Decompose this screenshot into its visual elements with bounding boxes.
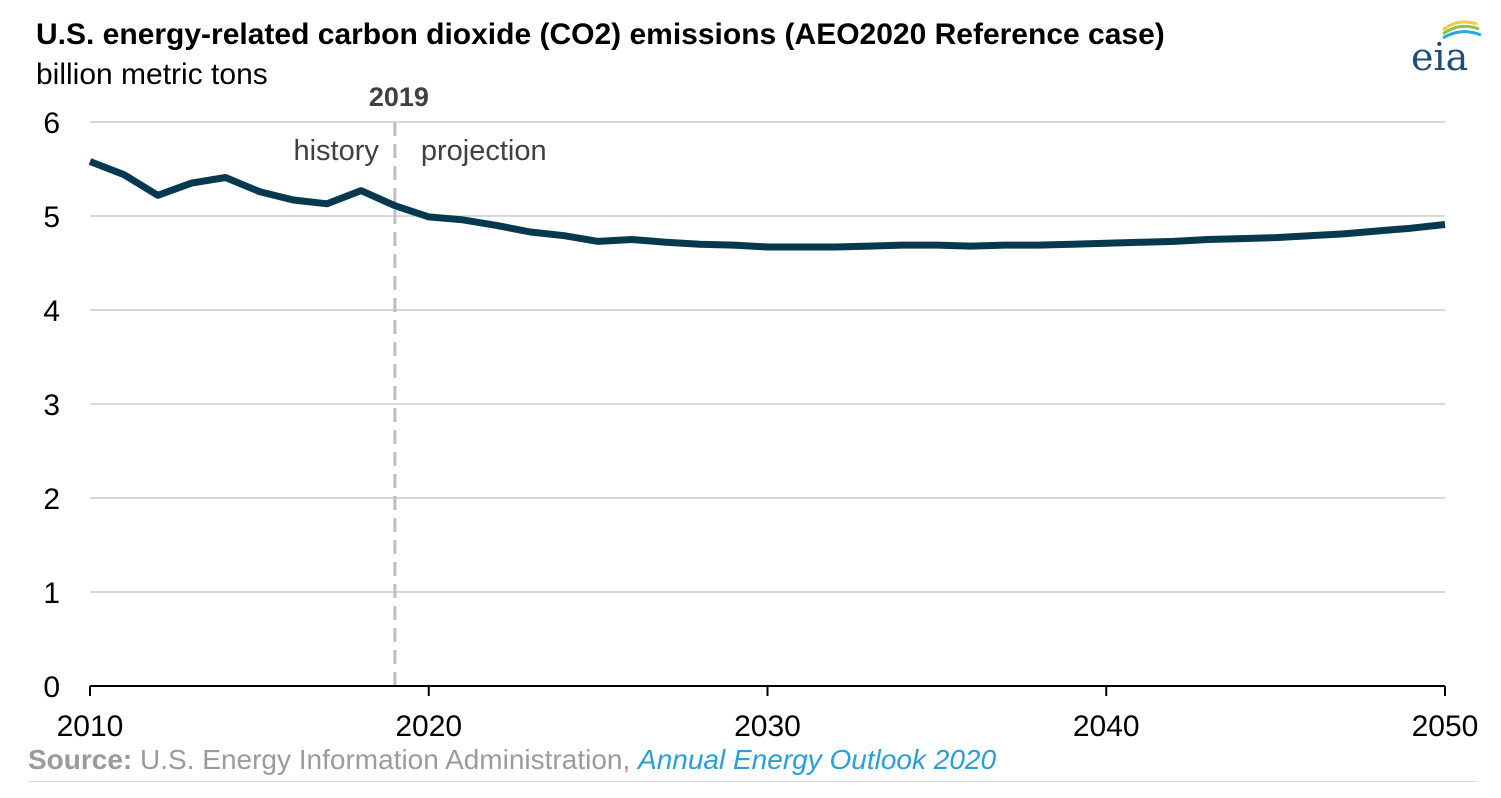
divider-year-label: 2019	[369, 82, 429, 112]
x-axis: 2010 2020 2030 2040 2050	[57, 685, 1479, 743]
chart-subtitle: billion metric tons	[36, 58, 268, 91]
gridlines	[90, 121, 1445, 593]
x-tick-label-2010: 2010	[57, 710, 124, 743]
y-tick-label-1: 1	[43, 577, 60, 610]
source-link[interactable]: Annual Energy Outlook 2020	[638, 744, 997, 775]
x-tick-label-2020: 2020	[395, 710, 462, 743]
x-tick-label-2040: 2040	[1073, 710, 1140, 743]
history-projection-divider: 2019 history projection	[293, 82, 547, 686]
x-tick-label-2050: 2050	[1412, 710, 1479, 743]
projection-label: projection	[421, 135, 547, 167]
source-text: U.S. Energy Information Administration,	[132, 744, 639, 775]
history-label: history	[293, 135, 379, 167]
source-note: Source: U.S. Energy Information Administ…	[28, 744, 996, 776]
y-tick-label-3: 3	[43, 389, 60, 422]
chart-title: U.S. energy-related carbon dioxide (CO2)…	[36, 18, 1165, 51]
y-tick-label-6: 6	[43, 107, 60, 140]
y-tick-label-5: 5	[43, 201, 60, 234]
y-tick-label-4: 4	[43, 295, 60, 328]
y-tick-label-0: 0	[43, 671, 60, 704]
eia-logo: eia	[1411, 20, 1482, 78]
y-axis-ticks: 0 1 2 3 4 5 6	[43, 107, 60, 704]
series-layer	[88, 158, 1446, 251]
eia-logo-text: eia	[1411, 35, 1468, 78]
y-tick-label-2: 2	[43, 483, 60, 516]
source-label: Source:	[28, 744, 133, 775]
footer-rule	[28, 781, 1478, 782]
x-tick-label-2030: 2030	[734, 710, 801, 743]
series-line-0	[88, 158, 1446, 251]
